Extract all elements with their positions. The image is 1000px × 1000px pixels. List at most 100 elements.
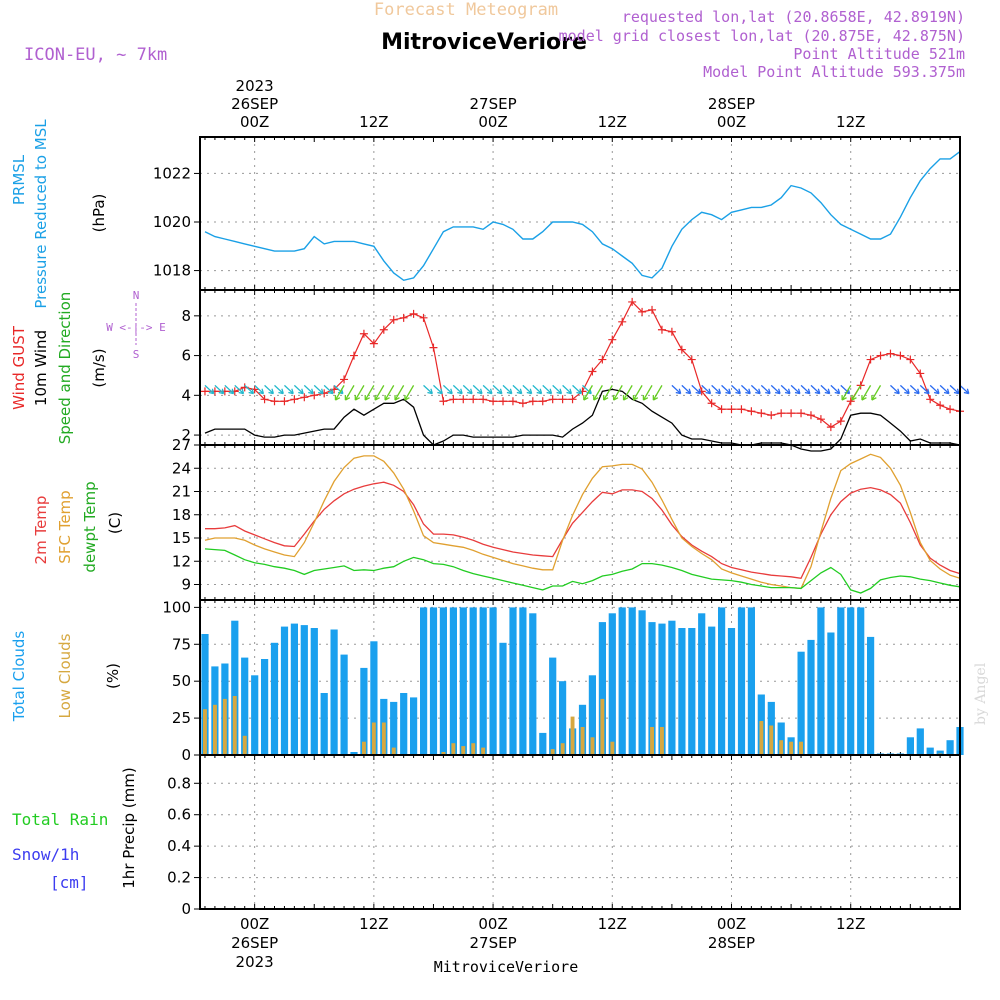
time-label-top: 12Z — [359, 113, 388, 131]
total-cloud-bar — [350, 752, 358, 755]
gust-point — [667, 327, 676, 336]
gust-point — [538, 397, 547, 406]
wind-direction-arrow — [871, 385, 882, 401]
snow-label: Snow/1h — [12, 845, 79, 864]
wind-arrow-head — [642, 395, 649, 401]
time-label-bottom: 12Z — [359, 915, 388, 933]
clouds-unit-label: (%) — [104, 663, 122, 689]
time-label-bottom: 00Z — [478, 915, 507, 933]
gust-point — [310, 391, 319, 400]
gust-point — [568, 395, 577, 404]
total-cloud-bar — [439, 607, 447, 755]
total-cloud-bar — [360, 667, 368, 755]
wind-arrow-head — [784, 388, 791, 395]
gust-point — [866, 355, 875, 364]
wind-direction-arrow — [613, 385, 623, 401]
y-tick-label: 18 — [172, 506, 191, 524]
low-cloud-bar — [242, 735, 247, 755]
time-label-bottom: 00Z — [240, 915, 269, 933]
wind-arrow-head — [583, 395, 589, 401]
total-cloud-bar — [867, 636, 875, 755]
wind-direction-arrow — [959, 384, 970, 395]
gust-point — [687, 355, 696, 364]
wind-direction-arrow — [354, 385, 365, 401]
total-cloud-bar — [598, 622, 606, 755]
total-cloud-bar — [827, 632, 835, 755]
gust-point — [588, 367, 597, 376]
wind-arrow-head — [602, 395, 609, 401]
time-label-bottom: 12Z — [598, 915, 627, 933]
wind-direction-arrow — [552, 384, 562, 395]
low-cloud-bar — [759, 721, 764, 755]
y-tick-label: 0 — [181, 746, 191, 764]
y-tick-label: 24 — [172, 459, 191, 477]
wind-arrow-head — [447, 388, 453, 395]
wind-direction-arrow — [542, 384, 552, 395]
low-cloud-bar — [610, 741, 615, 755]
total-cloud-bar — [499, 642, 507, 755]
y-tick-label: 100 — [162, 598, 191, 616]
wind-direction-arrow — [204, 384, 215, 395]
wind-direction-arrow — [652, 385, 663, 401]
wind-arrow-head — [318, 388, 324, 395]
total-cloud-bar — [410, 697, 418, 755]
wind-direction-arrow — [492, 384, 503, 395]
wind-arrow-head — [745, 388, 751, 395]
wind-arrow-head — [344, 395, 351, 401]
gust-label: Wind GUST — [10, 325, 28, 410]
wind-arrow-head — [675, 388, 682, 395]
total-cloud-bar — [727, 628, 736, 755]
wind-arrow-head — [208, 388, 215, 395]
wind-arrow-head — [566, 388, 573, 395]
gust-point — [677, 345, 686, 354]
low-cloud-bar — [461, 746, 466, 755]
meteogram-title: Forecast Meteogram — [374, 0, 558, 20]
wind-arrow-head — [526, 388, 533, 395]
y-tick-label: 8 — [181, 307, 191, 325]
pressure-long-label: Pressure Reduced to MSL — [32, 119, 50, 309]
gust-point — [379, 325, 388, 334]
pressure-unit-label: (hPa) — [90, 194, 108, 233]
pressure-panel: 1018 1020 1022 — [153, 136, 961, 291]
panel-frame — [199, 136, 961, 291]
wind-arrow-head — [612, 395, 619, 401]
wind-direction-arrow — [344, 385, 355, 401]
low-cloud-bar — [381, 722, 386, 755]
total-cloud-bar — [469, 607, 477, 755]
gust-point — [260, 395, 269, 404]
wind-direction-arrow — [303, 384, 314, 395]
y-tick-label: 75 — [172, 635, 191, 653]
wind-arrow-head — [394, 395, 400, 401]
gust-point — [349, 351, 358, 360]
wind-direction-arrow — [939, 384, 950, 395]
wind-direction-arrow — [691, 384, 701, 395]
wind-direction-arrow — [452, 384, 463, 395]
gust-point — [439, 397, 448, 406]
total-cloud-bar — [420, 607, 428, 755]
total-cloud-bar — [718, 607, 726, 755]
low-cloud-bar — [222, 698, 227, 755]
y-tick-label: 21 — [172, 483, 191, 501]
low-cloud-bar — [580, 727, 585, 755]
wind-direction-arrow — [750, 384, 761, 395]
total-cloud-bar — [678, 628, 686, 755]
wind-direction-arrow — [681, 384, 692, 395]
total-cloud-bar — [270, 642, 279, 755]
total-cloud-bar — [638, 610, 646, 755]
gust-point — [806, 411, 815, 420]
wind-arrow-head — [288, 388, 294, 395]
gust-point — [936, 401, 945, 410]
time-label-top: 00Z — [478, 113, 507, 131]
total-cloud-bar — [588, 675, 596, 755]
gust-point — [449, 395, 458, 404]
gust-point — [737, 405, 746, 414]
gust-point — [638, 307, 647, 316]
wind-arrow-head — [904, 388, 910, 395]
wind-direction-arrow — [623, 385, 633, 401]
total-cloud-bar — [489, 607, 497, 755]
wind-series-line — [204, 388, 961, 452]
wind-arrow-head — [327, 388, 334, 395]
wind-direction-arrow — [890, 384, 900, 395]
wind-direction-arrow — [582, 384, 592, 395]
